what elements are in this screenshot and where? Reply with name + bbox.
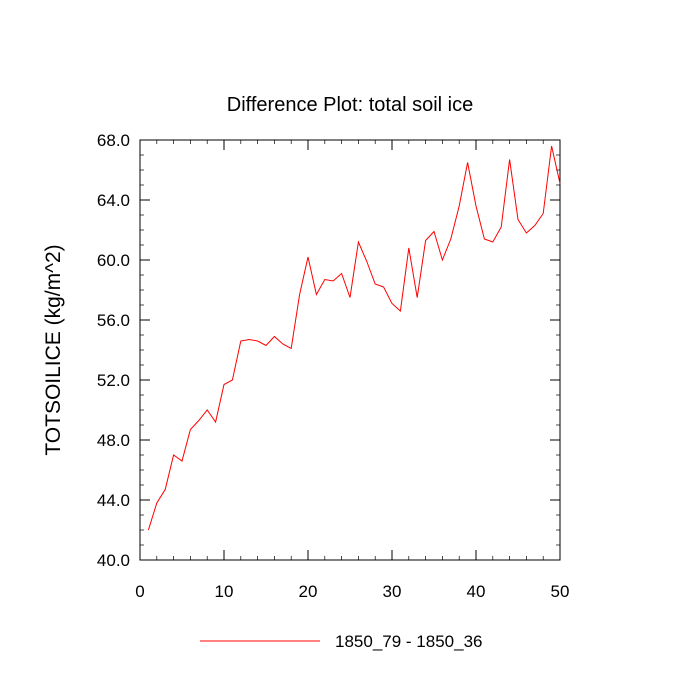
y-tick-label: 40.0 [97,551,130,570]
series-layer [147,145,561,531]
axis-ticks: 0 10 20 30 40 50 40.0 44.0 48.0 52.0 56.0 60.0 64.0 6… [97,131,570,601]
x-tick-label: 20 [299,582,318,601]
x-tick-label: 50 [551,582,570,601]
plot-frame [139,139,561,561]
y-tick-label: 60.0 [97,251,130,270]
y-tick-label: 44.0 [97,491,130,510]
y-tick-label: 64.0 [97,191,130,210]
series-line [147,145,561,531]
legend-label: 1850_79 - 1850_36 [335,632,482,651]
y-tick-label: 48.0 [97,431,130,450]
x-tick-label: 40 [467,582,486,601]
y-axis-label: TOTSOILICE (kg/m^2) [42,244,65,455]
x-tick-label: 0 [135,582,144,601]
x-tick-label: 10 [215,582,234,601]
chart-title: Difference Plot: total soil ice [227,94,473,116]
y-tick-label: 56.0 [97,311,130,330]
x-tick-label: 30 [383,582,402,601]
y-tick-label: 68.0 [97,131,130,150]
legend: 1850_79 - 1850_36 [200,632,482,651]
y-tick-label: 52.0 [97,371,130,390]
